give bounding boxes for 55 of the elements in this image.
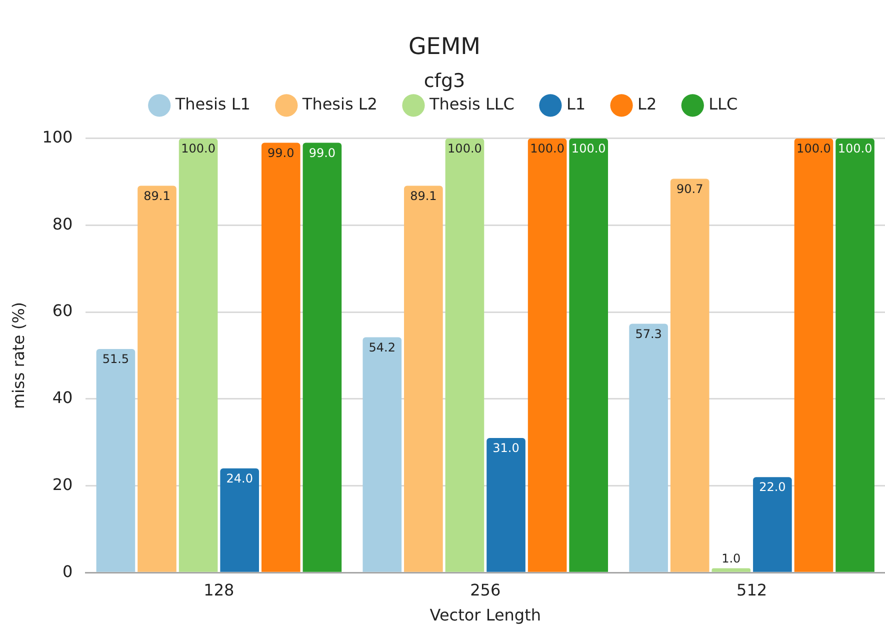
bar	[445, 138, 484, 572]
bar	[629, 324, 668, 572]
data-label: 22.0	[759, 480, 786, 494]
bar	[220, 468, 260, 572]
data-label: 1.0	[722, 551, 741, 566]
data-label: 99.0	[308, 146, 336, 160]
bar	[362, 337, 402, 572]
bar	[528, 138, 567, 572]
y-tick-label: 40	[52, 388, 73, 408]
y-tick-label: 20	[52, 474, 73, 494]
data-label: 51.5	[102, 352, 130, 366]
bar	[569, 138, 608, 572]
bar	[753, 477, 792, 572]
data-label: 89.1	[144, 188, 170, 203]
bar	[178, 138, 218, 572]
x-axis-title: Vector Length	[430, 606, 541, 625]
data-label: 89.1	[410, 188, 437, 203]
data-label: 99.0	[268, 146, 294, 160]
bar	[670, 178, 710, 572]
legend-label: LLC	[708, 94, 738, 114]
x-tick-label: 256	[470, 580, 501, 600]
chart-title: GEMM	[408, 34, 481, 60]
y-tick-label: 80	[52, 214, 73, 234]
y-tick-label: 60	[52, 301, 73, 320]
bar	[404, 186, 443, 572]
data-label: 100.0	[530, 142, 564, 156]
y-axis-title: miss rate (%)	[8, 302, 28, 410]
bar	[712, 568, 751, 572]
legend-label: L1	[566, 94, 586, 114]
y-tick-label: 100	[42, 128, 73, 147]
bar	[302, 142, 342, 572]
data-label: 54.2	[368, 340, 396, 354]
data-label: 100.0	[571, 142, 606, 156]
data-label: 57.3	[635, 326, 662, 341]
chart-subtitle: cfg3	[424, 70, 466, 92]
bar	[261, 142, 300, 572]
x-tick-label: 128	[204, 580, 234, 600]
legend-label: Thesis LLC	[428, 94, 514, 114]
bar	[96, 348, 136, 572]
data-label: 100.0	[448, 142, 482, 156]
data-label: 90.7	[676, 182, 704, 196]
bar	[138, 186, 176, 572]
data-label: 31.0	[492, 441, 520, 456]
bar	[836, 138, 874, 572]
x-tick-label: 512	[736, 580, 768, 600]
legend-label: Thesis L1	[174, 94, 250, 114]
data-label: 100.0	[838, 142, 872, 156]
bar	[794, 138, 834, 572]
data-label: 100.0	[181, 142, 216, 156]
legend-label: L2	[638, 94, 657, 114]
bar	[486, 438, 526, 572]
data-label: 100.0	[796, 142, 831, 156]
y-tick-label: 0	[62, 562, 73, 581]
legend-label: Thesis L2	[301, 94, 378, 114]
data-label: 24.0	[226, 472, 253, 486]
